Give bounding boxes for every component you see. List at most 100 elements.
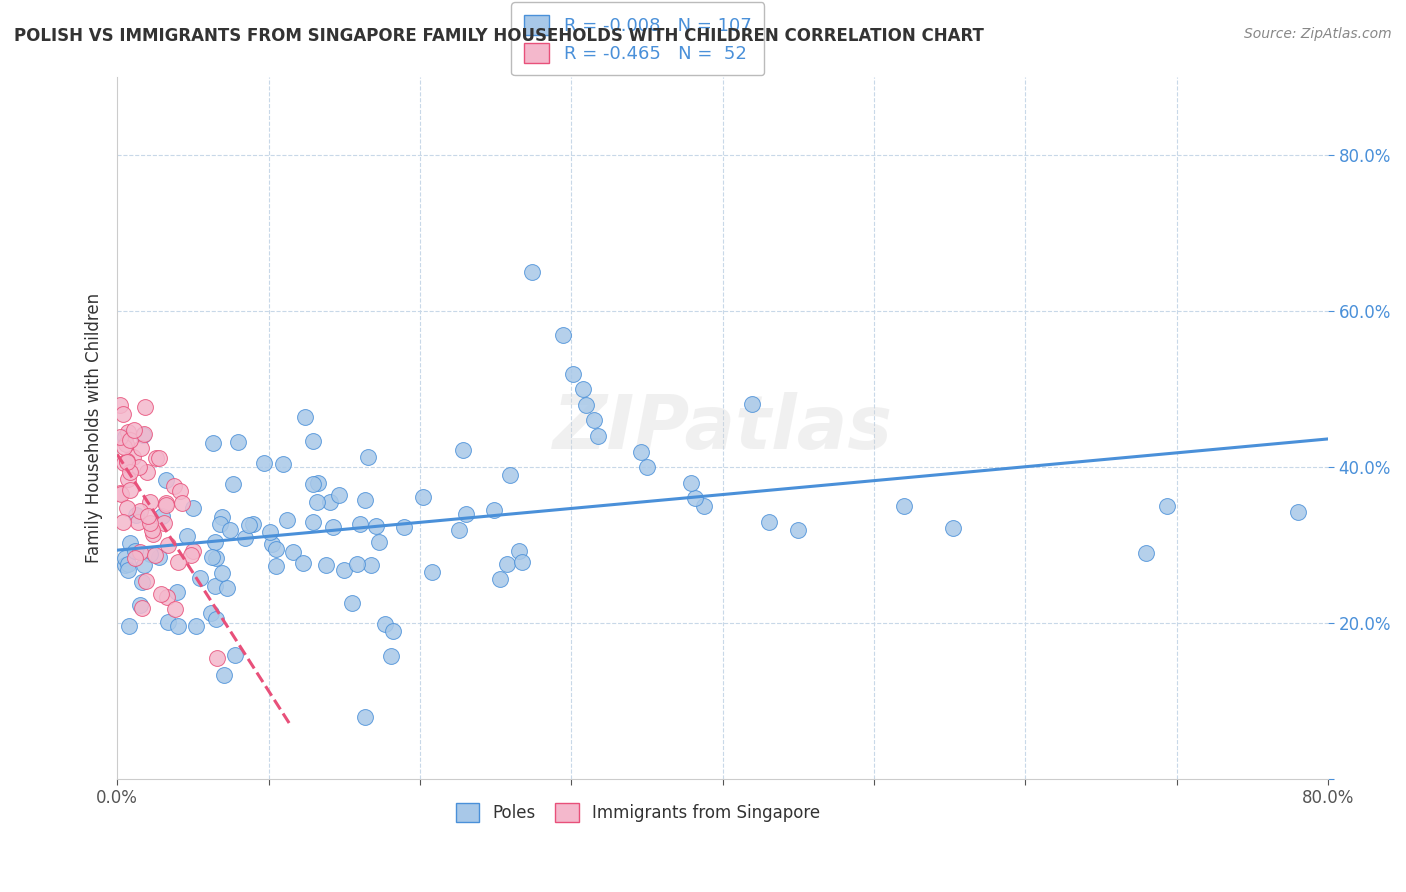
Point <box>184 619 207 633</box>
Point <box>242 517 264 532</box>
Point <box>141 523 163 537</box>
Point <box>120 465 142 479</box>
Point <box>204 534 226 549</box>
Point <box>152 516 174 530</box>
Point <box>124 551 146 566</box>
Point <box>360 558 382 572</box>
Point <box>118 433 141 447</box>
Point <box>112 407 135 421</box>
Point <box>169 484 191 499</box>
Point <box>381 624 404 638</box>
Point <box>181 544 204 558</box>
Point <box>276 513 298 527</box>
Point <box>110 398 132 412</box>
Point <box>315 558 337 572</box>
Point <box>211 509 233 524</box>
Point <box>162 479 184 493</box>
Point <box>148 450 170 465</box>
Point <box>380 648 402 663</box>
Point <box>264 558 287 573</box>
Point <box>264 542 287 557</box>
Point <box>238 518 260 533</box>
Point <box>562 367 585 381</box>
Point <box>412 491 434 505</box>
Point <box>135 574 157 588</box>
Point <box>374 617 396 632</box>
Point <box>114 558 136 572</box>
Point <box>219 523 242 537</box>
Point <box>118 619 141 633</box>
Point <box>281 544 304 558</box>
Point <box>741 397 763 411</box>
Point <box>115 437 138 451</box>
Point <box>941 520 963 534</box>
Text: ZIPatlas: ZIPatlas <box>553 392 893 465</box>
Point <box>135 466 157 480</box>
Point <box>134 400 156 414</box>
Point <box>156 615 179 630</box>
Point <box>205 651 228 665</box>
Point <box>205 551 228 566</box>
Point <box>356 450 378 465</box>
Point <box>233 531 256 545</box>
Point <box>204 579 226 593</box>
Point <box>115 501 138 516</box>
Y-axis label: Family Households with Children: Family Households with Children <box>86 293 103 563</box>
Point <box>259 525 281 540</box>
Point <box>786 523 808 537</box>
Point <box>489 573 512 587</box>
Point <box>520 265 543 279</box>
Point <box>630 444 652 458</box>
Point <box>354 709 377 723</box>
Point <box>111 515 134 529</box>
Point <box>128 598 150 612</box>
Point <box>636 460 658 475</box>
Point <box>294 410 316 425</box>
Point <box>155 496 177 510</box>
Point <box>129 442 152 456</box>
Point <box>1156 499 1178 513</box>
Point <box>551 327 574 342</box>
Point <box>328 488 350 502</box>
Point <box>156 590 179 604</box>
Point <box>117 455 139 469</box>
Point <box>224 648 246 662</box>
Point <box>122 450 145 464</box>
Point <box>392 519 415 533</box>
Point <box>128 545 150 559</box>
Point <box>150 508 173 523</box>
Point <box>319 494 342 508</box>
Point <box>112 440 135 454</box>
Point <box>165 602 187 616</box>
Point <box>226 434 249 449</box>
Point <box>134 427 156 442</box>
Point <box>122 423 145 437</box>
Point <box>125 508 148 523</box>
Point <box>302 476 325 491</box>
Point <box>180 548 202 562</box>
Point <box>118 483 141 497</box>
Point <box>124 543 146 558</box>
Point <box>200 549 222 564</box>
Point <box>1286 505 1309 519</box>
Point <box>482 503 505 517</box>
Point <box>346 557 368 571</box>
Point <box>136 508 159 523</box>
Point <box>172 496 194 510</box>
Point <box>157 538 180 552</box>
Point <box>420 566 443 580</box>
Point <box>143 548 166 562</box>
Point <box>129 504 152 518</box>
Point <box>572 382 595 396</box>
Point <box>112 456 135 470</box>
Point <box>110 486 132 500</box>
Point <box>155 473 177 487</box>
Point <box>120 536 142 550</box>
Point <box>893 499 915 513</box>
Point <box>301 434 323 448</box>
Point <box>454 507 477 521</box>
Point <box>132 558 155 573</box>
Point <box>110 430 132 444</box>
Point <box>132 428 155 442</box>
Point <box>368 534 391 549</box>
